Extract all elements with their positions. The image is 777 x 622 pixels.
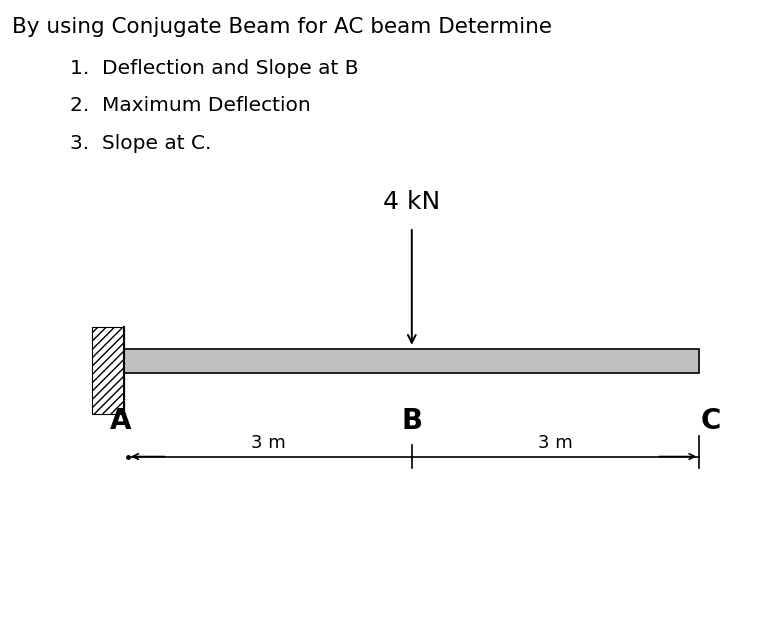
Text: 3 m: 3 m (538, 434, 573, 452)
Bar (124, 349, 699, 373)
Text: A: A (110, 407, 131, 435)
Text: 2.  Maximum Deflection: 2. Maximum Deflection (70, 96, 311, 116)
Bar (92, 327, 124, 414)
Text: 1.  Deflection and Slope at B: 1. Deflection and Slope at B (70, 59, 358, 78)
Text: C: C (701, 407, 721, 435)
Text: B: B (401, 407, 423, 435)
Text: 4 kN: 4 kN (383, 190, 441, 214)
Text: 3.  Slope at C.: 3. Slope at C. (70, 134, 211, 153)
Text: By using Conjugate Beam for AC beam Determine: By using Conjugate Beam for AC beam Dete… (12, 17, 552, 37)
Text: 3 m: 3 m (251, 434, 285, 452)
